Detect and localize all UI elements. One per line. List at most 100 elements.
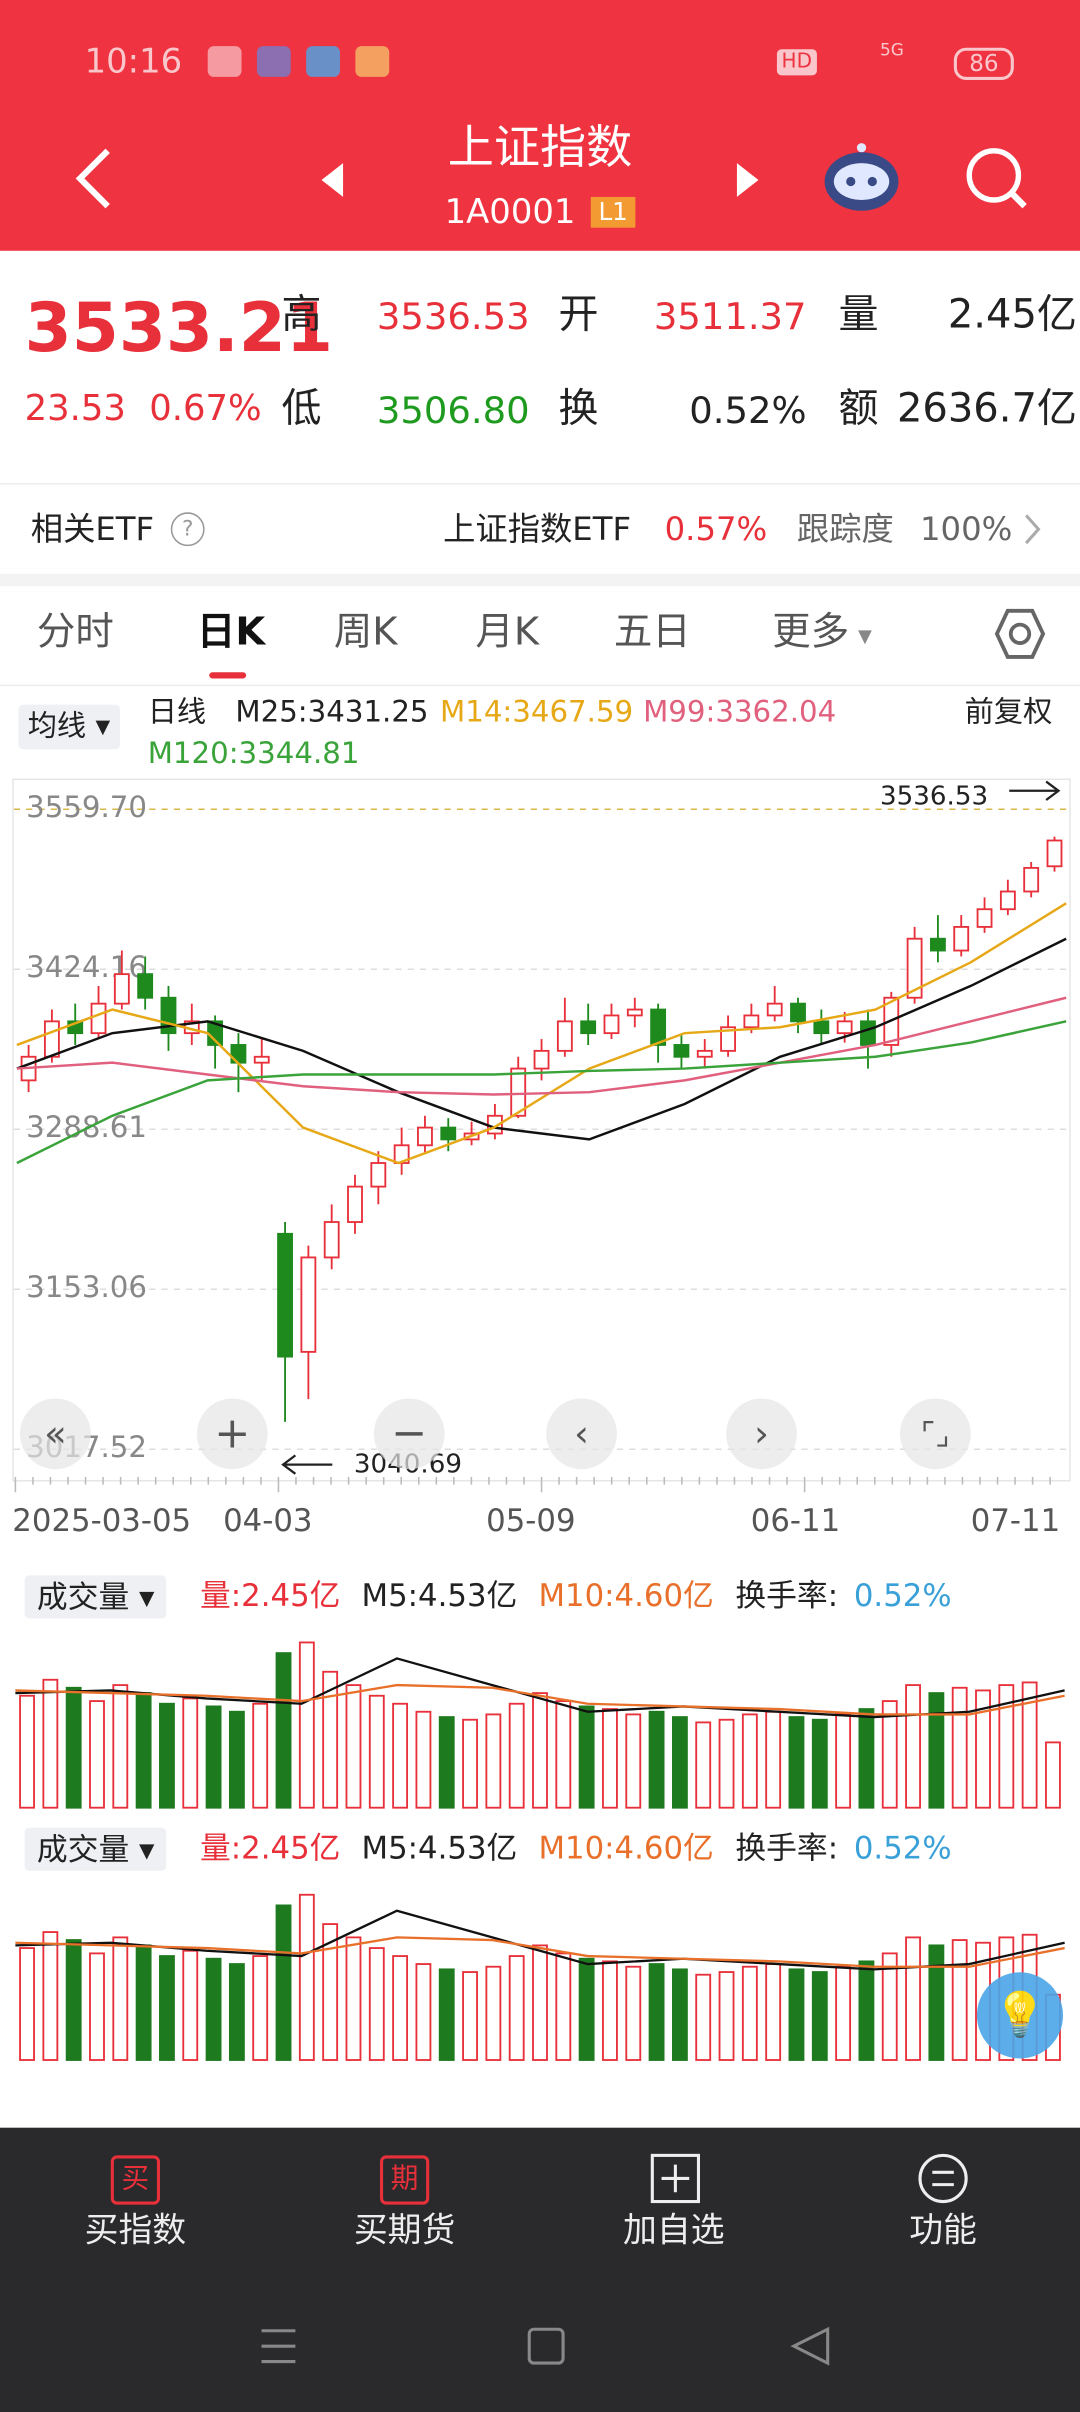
function-button[interactable]: 功能 bbox=[909, 2212, 977, 2251]
zoom-in-button[interactable]: + bbox=[196, 1398, 268, 1470]
buy-icon: 买 bbox=[110, 2155, 161, 2205]
open-label: 开 bbox=[558, 292, 599, 339]
volume-current: 量:2.45亿 bbox=[200, 1576, 341, 1614]
high-arrow bbox=[1009, 780, 1061, 801]
ma-selector[interactable]: 均线 ▾ bbox=[18, 704, 120, 750]
volume-bar bbox=[1045, 1741, 1061, 1809]
volume-bar bbox=[765, 1963, 782, 2061]
volume-bar bbox=[19, 1694, 35, 1809]
volume-bar bbox=[252, 1955, 269, 2061]
candle-body bbox=[137, 973, 154, 999]
buy-button[interactable]: 买指数 bbox=[84, 2212, 187, 2251]
right-button[interactable]: › bbox=[726, 1398, 797, 1470]
turnover: 0.52% bbox=[853, 1576, 952, 1614]
volume-bar bbox=[252, 1702, 269, 1809]
volume-bar bbox=[555, 1952, 572, 2061]
volume-chart bbox=[15, 1641, 1065, 1809]
status-net: 5G bbox=[880, 40, 904, 61]
divider bbox=[0, 483, 1080, 485]
volume-bar bbox=[182, 1697, 199, 1809]
tab[interactable]: 月K bbox=[475, 609, 540, 654]
candle-body bbox=[976, 908, 993, 928]
status-time: 10:16 bbox=[84, 43, 183, 82]
scroll-start-button[interactable]: « bbox=[20, 1398, 91, 1470]
futures-icon: 期 bbox=[380, 2155, 430, 2205]
candle-body bbox=[580, 1020, 597, 1035]
ma-line bbox=[16, 902, 1067, 1165]
candle-body bbox=[906, 937, 923, 999]
candle-body bbox=[347, 1185, 363, 1223]
settings-button[interactable] bbox=[994, 606, 1046, 661]
candle-body bbox=[533, 1049, 550, 1070]
adjust[interactable]: 前复权 bbox=[964, 695, 1053, 730]
volume-ma-line bbox=[15, 1657, 1065, 1719]
etf-name[interactable]: 上证指数ETF bbox=[443, 510, 632, 548]
volume-bar bbox=[881, 1700, 898, 1809]
volume-bar bbox=[112, 1936, 129, 2061]
volume-m5: M5:4.53亿 bbox=[361, 1576, 518, 1614]
low-arrow bbox=[281, 1454, 333, 1475]
search-button[interactable] bbox=[960, 142, 1034, 216]
volume-bar bbox=[625, 1713, 642, 1809]
volume-bar bbox=[508, 1702, 525, 1809]
tab[interactable]: 更多 ▾ bbox=[772, 609, 872, 654]
function-icon bbox=[918, 2153, 968, 2204]
tab[interactable]: 分时 bbox=[36, 609, 114, 654]
volume-bar bbox=[392, 1702, 409, 1809]
candle-body bbox=[556, 1020, 573, 1052]
etf-arrow[interactable] bbox=[1022, 512, 1044, 546]
watch-button[interactable]: 加自选 bbox=[623, 2212, 725, 2251]
price: 3533.21 bbox=[24, 289, 333, 368]
vol: 2.45亿 bbox=[947, 292, 1077, 339]
volume-bar bbox=[65, 1686, 82, 1809]
y-tick-label: 3559.70 bbox=[26, 790, 147, 824]
candle-body bbox=[929, 937, 946, 952]
next-button[interactable] bbox=[731, 160, 765, 200]
volume-selector[interactable]: 成交量 ▾ bbox=[24, 1575, 167, 1619]
candle-body bbox=[860, 1020, 876, 1046]
candle-body bbox=[696, 1049, 713, 1058]
tab[interactable]: 日K bbox=[196, 609, 266, 654]
volume-bar bbox=[462, 1718, 478, 1809]
volume-bar bbox=[275, 1904, 292, 2061]
candle-body bbox=[953, 925, 970, 952]
ma-line bbox=[16, 937, 1067, 1141]
etf-label: 相关ETF bbox=[30, 510, 155, 548]
prev-button[interactable] bbox=[315, 160, 349, 200]
tab[interactable]: 周K bbox=[333, 609, 398, 654]
robot-button[interactable] bbox=[818, 138, 904, 215]
turnover-label: 换手率: bbox=[735, 1576, 839, 1614]
volume-bar bbox=[695, 1721, 712, 1809]
volume-bar bbox=[811, 1971, 828, 2061]
zoom-out-button[interactable]: − bbox=[373, 1398, 445, 1470]
divider bbox=[0, 684, 1080, 687]
date-ticks bbox=[14, 1476, 1051, 1493]
amount-label: 额 bbox=[838, 386, 879, 433]
high-label: 高 bbox=[281, 292, 322, 339]
volume-bar bbox=[322, 1923, 339, 2061]
left-button[interactable]: ‹ bbox=[546, 1398, 617, 1470]
candle-body bbox=[603, 1014, 620, 1035]
candle-body bbox=[626, 1008, 643, 1017]
volume-selector[interactable]: 成交量 ▾ bbox=[24, 1827, 167, 1871]
fullscreen-button[interactable]: ⌜⌟ bbox=[900, 1398, 971, 1470]
volume-bar bbox=[532, 1692, 548, 1809]
tip-button[interactable]: 💡 bbox=[976, 1972, 1064, 2059]
tab[interactable]: 五日 bbox=[613, 609, 691, 654]
volume-bar bbox=[718, 1971, 735, 2061]
back-button[interactable] bbox=[62, 142, 130, 216]
volume-bar bbox=[89, 1700, 105, 1809]
x-tick-label: 06-11 bbox=[750, 1501, 841, 1539]
candle-body bbox=[673, 1044, 690, 1058]
turnover-label: 换手率: bbox=[735, 1829, 839, 1867]
help-icon[interactable]: ? bbox=[170, 512, 205, 547]
futures-button[interactable]: 买期货 bbox=[353, 2212, 456, 2251]
candle-body bbox=[67, 1020, 84, 1035]
candle-body bbox=[440, 1126, 457, 1141]
volume-bar bbox=[485, 1713, 502, 1809]
volume-bar bbox=[298, 1641, 315, 1809]
volume-m10: M10:4.60亿 bbox=[538, 1829, 714, 1867]
volume-bar bbox=[415, 1710, 432, 1809]
candle-body bbox=[323, 1221, 340, 1259]
